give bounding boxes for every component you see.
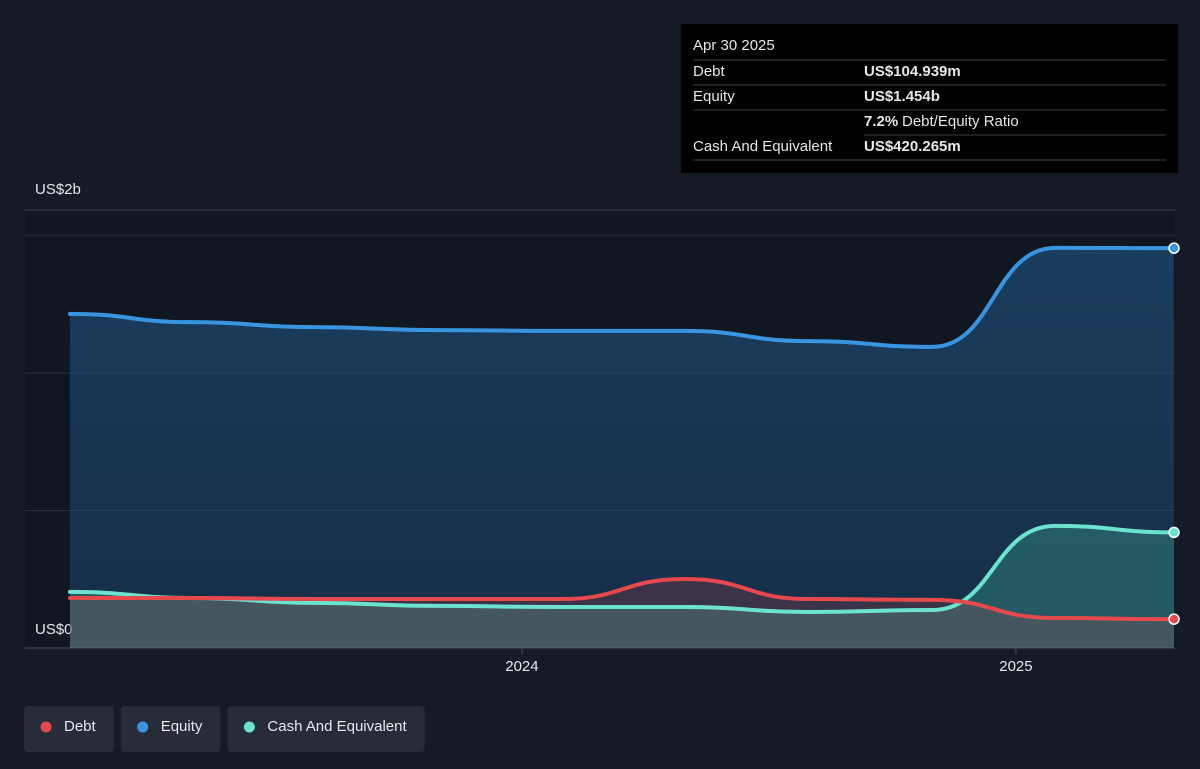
legend-dot — [137, 721, 149, 733]
tooltip-label: Equity — [693, 88, 735, 105]
legend-item[interactable]: Cash And Equivalent — [227, 706, 425, 752]
tooltip-ratio-label: Debt/Equity Ratio — [902, 113, 1019, 130]
series-line — [67, 523, 1177, 614]
y-tick-label: US$0 — [35, 621, 73, 638]
x-tick-label: 2024 — [505, 658, 538, 675]
legend-dot — [243, 721, 255, 733]
y-tick-label: US$2b — [35, 181, 81, 198]
legend-item[interactable]: Debt — [24, 706, 114, 752]
tooltip-label: Cash And Equivalent — [693, 138, 833, 155]
tooltip-title: Apr 30 2025 — [693, 37, 775, 54]
tooltip: Apr 30 2025 Debt US$104.939m Equity US$1.45… — [681, 24, 1178, 173]
end-dot — [1168, 242, 1180, 254]
tooltip-value: US$420.265m — [864, 138, 961, 155]
legend-button[interactable] — [227, 706, 425, 752]
series-line — [67, 245, 1177, 349]
series-area — [69, 525, 1175, 648]
tooltip-value: US$1.454b — [864, 88, 940, 105]
legend-label: Equity — [161, 718, 203, 735]
legend-label: Debt — [64, 718, 97, 735]
legend-button[interactable] — [120, 706, 221, 752]
tooltip-ratio: 7.2% — [864, 113, 898, 130]
legend-dot — [40, 721, 52, 733]
series-area — [69, 578, 1175, 648]
end-dot — [1168, 613, 1180, 625]
tooltip-box — [681, 24, 1178, 173]
legend-item[interactable]: Equity — [120, 706, 221, 752]
end-dot — [1168, 526, 1180, 539]
tooltip-value: US$104.939m — [864, 63, 961, 80]
legend-button[interactable] — [24, 706, 114, 752]
series-line — [67, 576, 1177, 622]
x-tick-label: 2025 — [999, 658, 1032, 675]
tooltip-label: Debt — [693, 63, 726, 80]
legend-label: Cash And Equivalent — [267, 718, 407, 735]
